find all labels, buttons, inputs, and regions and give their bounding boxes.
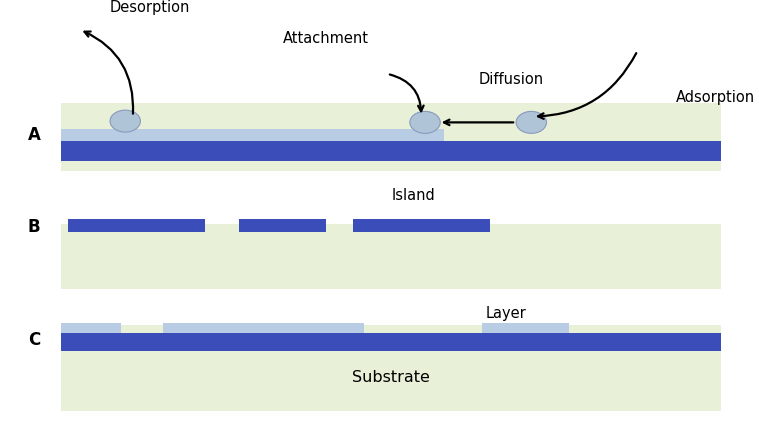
- Ellipse shape: [110, 110, 140, 132]
- Bar: [61, 129, 444, 141]
- Text: Island: Island: [392, 187, 436, 203]
- Text: Desorption: Desorption: [110, 0, 191, 15]
- Text: Adsorption: Adsorption: [676, 89, 754, 105]
- Bar: [61, 333, 721, 351]
- Text: Layer: Layer: [486, 306, 527, 322]
- Text: B: B: [28, 218, 40, 235]
- Bar: [239, 219, 326, 232]
- Bar: [61, 323, 121, 333]
- Bar: [68, 219, 205, 232]
- Bar: [61, 325, 721, 411]
- Text: C: C: [28, 331, 40, 349]
- Bar: [61, 103, 721, 171]
- Bar: [482, 323, 569, 333]
- Ellipse shape: [410, 111, 440, 133]
- Bar: [163, 323, 364, 333]
- Bar: [61, 224, 721, 289]
- Ellipse shape: [516, 111, 546, 133]
- Text: Attachment: Attachment: [283, 31, 370, 46]
- Text: A: A: [28, 126, 40, 144]
- Text: Substrate: Substrate: [352, 370, 430, 385]
- Text: Diffusion: Diffusion: [478, 71, 543, 87]
- Bar: [353, 219, 490, 232]
- Bar: [61, 141, 721, 161]
